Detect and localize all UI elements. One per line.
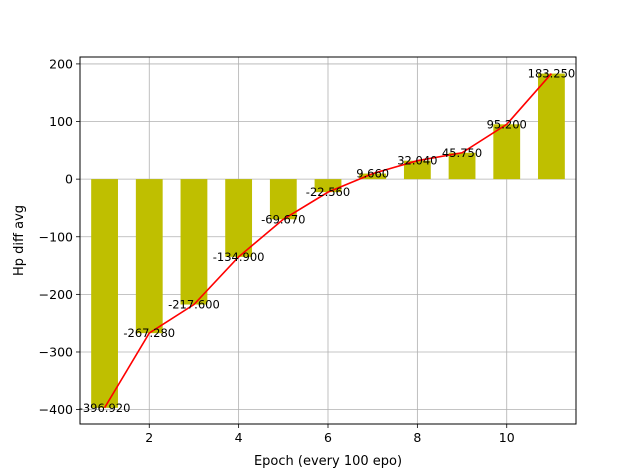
data-labels: -396.920 -267.280 -217.600 -134.900 -69.670-… (79, 67, 575, 415)
y-tick-label: −100 (39, 229, 73, 244)
y-tick-label: −200 (39, 287, 73, 302)
y-tick-label: −300 (39, 344, 73, 359)
trend-line (103, 73, 553, 409)
x-axis-label: Epoch (every 100 epo) (254, 454, 402, 469)
bars (91, 73, 565, 408)
bar-10 (493, 124, 521, 180)
x-tick-label: 10 (499, 430, 515, 445)
x-tick-label: 8 (413, 430, 421, 445)
bar-5 (269, 179, 297, 220)
data-label-1: -396.920 (79, 401, 131, 415)
bar-8 (403, 160, 431, 180)
bar-7 (359, 173, 387, 180)
bar-9 (448, 152, 476, 180)
data-label-3: -217.600 (168, 298, 220, 312)
data-label-11: 183.250 (528, 67, 576, 81)
bar-11 (538, 73, 565, 180)
y-tick-label: 200 (49, 56, 73, 71)
y-tick-label: −400 (39, 402, 73, 417)
bar-1 (91, 179, 118, 408)
data-label-2: -267.280 (123, 326, 175, 340)
y-axis-label: Hp diff avg (12, 205, 27, 276)
bar-2 (135, 179, 163, 334)
data-label-10: 95.200 (487, 117, 527, 131)
bar-3 (180, 179, 208, 305)
bar-4 (225, 179, 253, 257)
data-label-8: 32.040 (397, 154, 437, 168)
data-label-7: 9.660 (356, 167, 389, 181)
data-label-5: -69.670 (261, 212, 305, 226)
x-tick-label: 6 (324, 430, 332, 445)
y-tick-label: 100 (49, 114, 73, 129)
axis-ticks: 2 4 6 8 10 −400 −300 −200 −100 0 100 200 (39, 56, 515, 445)
x-tick-label: 2 (145, 430, 153, 445)
data-label-4: -134.900 (213, 250, 265, 264)
x-tick-label: 4 (235, 430, 243, 445)
trend-line-path (103, 73, 553, 409)
y-tick-label: 0 (65, 172, 73, 187)
data-label-9: 45.750 (442, 146, 482, 160)
data-label-6: -22.560 (306, 185, 350, 199)
